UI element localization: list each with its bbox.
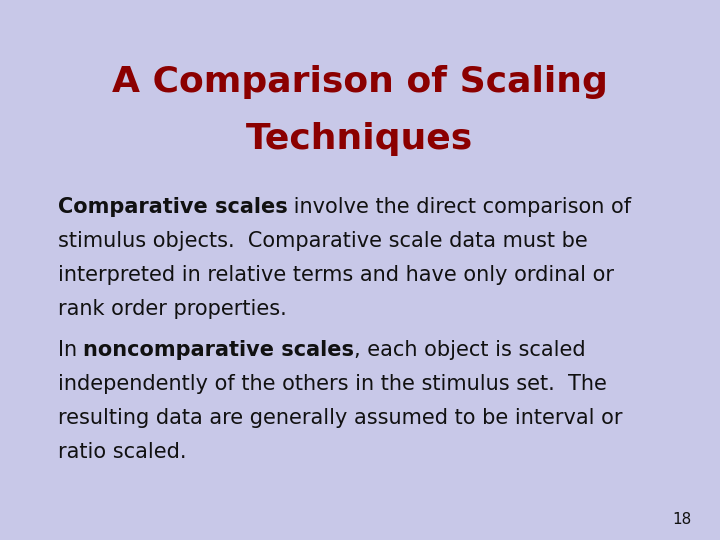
Text: interpreted in relative terms and have only ordinal or: interpreted in relative terms and have o… <box>58 265 613 285</box>
Text: Comparative scales: Comparative scales <box>58 197 287 217</box>
Text: , each object is scaled: , each object is scaled <box>354 340 586 360</box>
Text: A Comparison of Scaling: A Comparison of Scaling <box>112 65 608 99</box>
Text: stimulus objects.  Comparative scale data must be: stimulus objects. Comparative scale data… <box>58 231 588 251</box>
Text: ratio scaled.: ratio scaled. <box>58 442 186 462</box>
Text: resulting data are generally assumed to be interval or: resulting data are generally assumed to … <box>58 408 622 428</box>
Text: rank order properties.: rank order properties. <box>58 299 287 319</box>
Text: noncomparative scales: noncomparative scales <box>84 340 354 360</box>
Text: In: In <box>58 340 84 360</box>
Text: 18: 18 <box>672 511 691 526</box>
Text: independently of the others in the stimulus set.  The: independently of the others in the stimu… <box>58 374 606 394</box>
Text: involve the direct comparison of: involve the direct comparison of <box>287 197 631 217</box>
Text: Techniques: Techniques <box>246 122 474 156</box>
